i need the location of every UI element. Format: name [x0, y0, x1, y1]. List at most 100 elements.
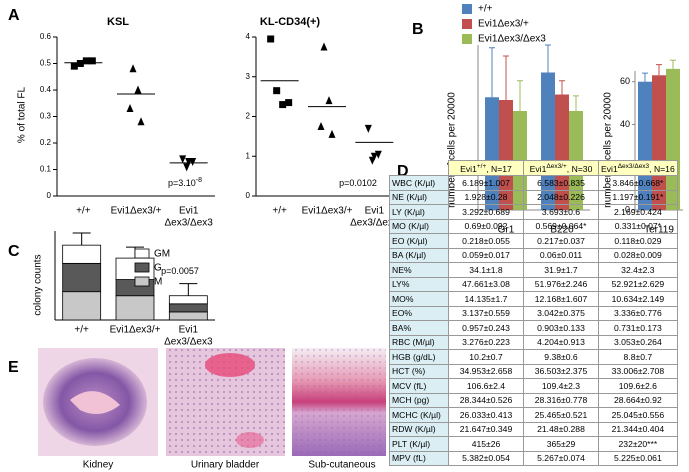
- value-cell: 0.69±0.092: [448, 218, 524, 234]
- legend-swatch: [134, 276, 150, 287]
- bladder-spot: [236, 432, 264, 448]
- error-bar: [642, 72, 648, 82]
- data-point: [82, 57, 90, 65]
- value-cell: 415±26: [448, 436, 524, 452]
- annotation: p=3.10-8: [168, 177, 202, 189]
- y-tick-label: 0.2: [40, 138, 52, 147]
- y-tick-label: 0.4: [40, 85, 52, 94]
- legend-label: G: [154, 263, 162, 274]
- y-tick-label: 0: [246, 191, 251, 200]
- header-blank: [390, 161, 449, 176]
- x-tick-label: Δex3/Δex3: [164, 337, 213, 348]
- value-cell: 3.846±0.668*: [598, 175, 678, 191]
- y-axis-label: % of total FL: [17, 86, 28, 143]
- label-cell: LY (K/µl): [389, 204, 449, 220]
- table-row: MO (K/µl) 0.69±0.092 0.569±0.064* 0.331±0.0…: [389, 218, 678, 234]
- value-cell: 3.693±0.6: [523, 204, 599, 220]
- table-row: WBC (K/µl) 6.189±1.007 6.583±0.835 3.846±0.…: [389, 175, 678, 191]
- value-cell: 52.921±2.629: [598, 276, 678, 292]
- value-cell: 0.118±0.029: [598, 233, 678, 249]
- x-tick-label: Evi1Δex3/+: [110, 325, 161, 336]
- y-axis-label: colony counts: [33, 254, 44, 315]
- value-cell: 34.1±1.8: [448, 262, 524, 278]
- error-bar: [670, 59, 676, 69]
- x-tick-label: Evi1Δex3/+: [302, 206, 353, 217]
- y-tick-label: 60: [620, 76, 630, 86]
- data-point: [76, 60, 84, 67]
- value-cell: 10.2±0.7: [448, 349, 524, 365]
- y-tick-label: 0.6: [40, 32, 52, 41]
- label-cell: HCT (%): [389, 363, 449, 379]
- table-row: BA (K/µl) 0.059±0.017 0.06±0.011 0.028±0.00…: [389, 247, 678, 263]
- error-bar: [559, 80, 565, 95]
- value-cell: 1.928±0.28: [448, 189, 524, 205]
- header-rest: , N=17: [486, 163, 512, 174]
- data-point: [320, 42, 328, 51]
- value-cell: 0.331±0.07*: [598, 218, 678, 234]
- value-cell: 0.903±0.133: [523, 320, 599, 336]
- data-point: [317, 121, 325, 130]
- value-cell: 0.569±0.064*: [523, 218, 599, 234]
- value-cell: 3.053±0.264: [598, 334, 678, 350]
- value-cell: 21.48±0.288: [523, 421, 599, 437]
- y-tick-label: 0.1: [40, 165, 52, 174]
- label-cell: MCHC (K/µl): [389, 407, 449, 423]
- table-row: RBC (M/µl) 3.276±0.223 4.204±0.913 3.053±0.…: [389, 334, 678, 350]
- annotation-text: p=0.0057: [161, 266, 199, 276]
- error-bar: [489, 47, 495, 98]
- data-point: [134, 85, 142, 94]
- table-row: EO% 3.137±0.559 3.042±0.375 3.336±0.776: [389, 305, 678, 321]
- label-cell: MPV (fL): [389, 450, 449, 466]
- value-cell: 5.225±0.061: [598, 450, 678, 466]
- value-cell: 0.217±0.037: [523, 233, 599, 249]
- table-row: BA% 0.957±0.243 0.903±0.133 0.731±0.173: [389, 320, 678, 336]
- value-cell: 365±29: [523, 436, 599, 452]
- value-cell: 109.4±2.3: [523, 378, 599, 394]
- value-cell: 12.168±1.607: [523, 291, 599, 307]
- table-body: WBC (K/µl) 6.189±1.007 6.583±0.835 3.846±0.…: [389, 175, 678, 466]
- bar-segment: [168, 295, 208, 305]
- value-cell: 0.218±0.055: [448, 233, 524, 249]
- label-cell: MO%: [389, 291, 449, 307]
- table-row: LY (K/µl) 3.292±0.689 3.693±0.6 2.169±0.424: [389, 204, 678, 220]
- table-row: LY% 47.661±3.08 51.976±2.246 52.921±2.629: [389, 276, 678, 292]
- data-point: [325, 96, 333, 105]
- value-cell: 3.336±0.776: [598, 305, 678, 321]
- value-cell: 109.6±2.6: [598, 378, 678, 394]
- y-tick-label: 2: [246, 112, 251, 121]
- error-bar: [573, 95, 579, 111]
- bar-segment: [62, 244, 102, 264]
- table-row: MCH (pg) 28.344±0.526 28.316±0.778 28.664±0…: [389, 392, 678, 408]
- value-cell: 2.048±0.226: [523, 189, 599, 205]
- header-cell: Evi1Δex3/Δex3, N=16: [598, 160, 678, 176]
- image-caption: Urinary bladder: [191, 460, 260, 471]
- table-row: MPV (fL) 5.382±0.054 5.267±0.074 5.225±0.06…: [389, 450, 678, 466]
- value-cell: 3.042±0.375: [523, 305, 599, 321]
- header-sup: Δex3/+: [546, 162, 567, 170]
- value-cell: 0.028±0.009: [598, 247, 678, 263]
- value-cell: 28.316±0.778: [523, 392, 599, 408]
- header-text: Evi1: [601, 163, 618, 174]
- value-cell: 0.731±0.173: [598, 320, 678, 336]
- table-row: MCHC (K/µl) 26.033±0.413 25.465±0.521 25.04…: [389, 407, 678, 423]
- table-row: HGB (g/dL) 10.2±0.7 9.38±0.6 8.8±0.7: [389, 349, 678, 365]
- table-row: NE% 34.1±1.8 31.9±1.7 32.4±2.3: [389, 262, 678, 278]
- y-tick-label: 1: [246, 151, 251, 160]
- x-tick-label: Evi1: [179, 325, 199, 336]
- label-cell: HGB (g/dL): [389, 349, 449, 365]
- value-cell: 2.169±0.424: [598, 204, 678, 220]
- data-point: [137, 117, 145, 126]
- error-bar: [503, 55, 509, 100]
- header-cell: Evi1Δex3/+, N=30: [523, 160, 599, 176]
- value-cell: 4.204±0.913: [523, 334, 599, 350]
- panel-letter: A: [8, 7, 20, 24]
- legend-swatch: [462, 19, 472, 29]
- error-bar: [517, 80, 523, 111]
- value-cell: 0.06±0.011: [523, 247, 599, 263]
- value-cell: 14.135±1.7: [448, 291, 524, 307]
- value-cell: 31.9±1.7: [523, 262, 599, 278]
- panel-letter: E: [8, 359, 19, 376]
- bar-segment: [62, 291, 102, 321]
- error-bar: [656, 64, 662, 76]
